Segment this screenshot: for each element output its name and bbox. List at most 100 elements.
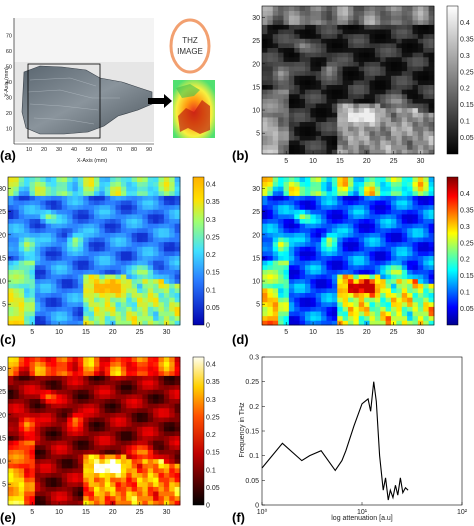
heatmap-cell [407, 89, 413, 95]
heatmap-cell [137, 454, 143, 460]
heatmap-cell [131, 394, 138, 400]
heatmap-cell [331, 84, 338, 90]
heatmap-cell [94, 260, 100, 266]
heatmap-cell [369, 93, 376, 99]
heatmap-cell [88, 500, 95, 506]
heatmap-cell [147, 214, 154, 220]
heatmap-cell [158, 435, 165, 441]
heatmap-cell [267, 251, 274, 257]
heatmap-cell [83, 449, 90, 455]
heatmap-cell [423, 237, 430, 243]
heatmap-cell [428, 140, 435, 146]
heatmap-cell [8, 195, 14, 201]
rock-texture [27, 77, 120, 125]
heatmap-cell [299, 241, 306, 247]
heatmap-cell [153, 366, 159, 372]
heatmap-cell [401, 89, 408, 95]
heatmap-cell [110, 306, 116, 312]
heatmap-cell [305, 223, 311, 229]
heatmap-cell [321, 98, 327, 104]
heatmap-cell [380, 24, 387, 30]
heatmap-cell [169, 426, 176, 432]
heatmap-cell [45, 278, 52, 284]
heatmap-cell [267, 246, 274, 252]
heatmap-cell [104, 195, 111, 201]
heatmap-cell [380, 19, 387, 25]
heatmap-cell [18, 177, 25, 183]
heatmap-cell [67, 204, 73, 210]
heatmap-cell [428, 89, 435, 95]
heatmap-cell [72, 214, 79, 220]
heatmap-cell [369, 311, 376, 317]
heatmap-cell [423, 144, 430, 150]
x-tick-label: 30 [56, 147, 62, 153]
heatmap-cell [348, 251, 354, 257]
heatmap-cell [364, 43, 370, 49]
heatmap-cell [169, 181, 176, 187]
heatmap-cell [120, 477, 127, 483]
heatmap-cell [267, 306, 274, 312]
heatmap-cell [45, 315, 52, 321]
heatmap-cell [153, 297, 159, 303]
heatmap-cell [158, 255, 165, 261]
heatmap-cell [18, 370, 25, 376]
heatmap-cell [310, 181, 317, 187]
heatmap-cell [131, 412, 138, 418]
heatmap-cell [126, 177, 133, 183]
heatmap-cell [396, 288, 403, 294]
heatmap-cell [77, 278, 84, 284]
heatmap-cell [342, 320, 349, 326]
heatmap-cell [321, 140, 327, 146]
x-tick-label: 20 [363, 158, 371, 165]
thz-thumb-detail [178, 100, 210, 134]
heatmap-cell [288, 56, 295, 62]
heatmap-cell [326, 283, 333, 289]
heatmap-cell [61, 306, 68, 312]
heatmap-cell [169, 440, 176, 446]
heatmap-cell [61, 200, 68, 206]
heatmap-cell [315, 6, 322, 12]
heatmap-cell [348, 33, 354, 39]
heatmap-cell [110, 190, 116, 196]
heatmap-cell [326, 311, 333, 317]
heatmap-cell [99, 481, 106, 487]
heatmap-cell [67, 177, 73, 183]
heatmap-cell [99, 195, 106, 201]
heatmap-cell [29, 297, 36, 303]
heatmap-cell [83, 477, 90, 483]
heatmap-cell [77, 292, 84, 298]
heatmap-cell [174, 301, 181, 307]
heatmap-cell [380, 126, 387, 132]
heatmap-cell [142, 407, 149, 413]
heatmap-cell [294, 292, 301, 298]
heatmap-cell [391, 255, 397, 261]
heatmap-cell [104, 495, 111, 501]
heatmap-cell [358, 135, 365, 141]
heatmap-cell [126, 246, 133, 252]
heatmap-cell [77, 500, 84, 506]
heatmap-cell [267, 98, 274, 104]
heatmap-cell [104, 412, 111, 418]
heatmap-cell [115, 177, 122, 183]
heatmap-cell [288, 186, 295, 192]
heatmap-cell [267, 144, 274, 150]
heatmap-cell [423, 112, 430, 118]
heatmap-cell [142, 292, 149, 298]
heatmap-cell [29, 407, 36, 413]
heatmap-cell [88, 431, 95, 437]
heatmap-cell [142, 361, 149, 367]
heatmap-cell [358, 246, 365, 252]
heatmap-cell [104, 444, 111, 450]
heatmap-cell [294, 29, 301, 35]
heatmap-cell [72, 463, 79, 469]
heatmap-cell [262, 43, 268, 49]
heatmap-cell [417, 204, 424, 210]
heatmap-cell [104, 366, 111, 372]
heatmap-cell [110, 380, 116, 386]
y-tick-label: 40 [6, 80, 12, 86]
heatmap-cell [401, 297, 408, 303]
heatmap-cell [342, 195, 349, 201]
heatmap-cell [331, 89, 338, 95]
heatmap-cell [83, 200, 90, 206]
heatmap-cell [8, 491, 14, 497]
